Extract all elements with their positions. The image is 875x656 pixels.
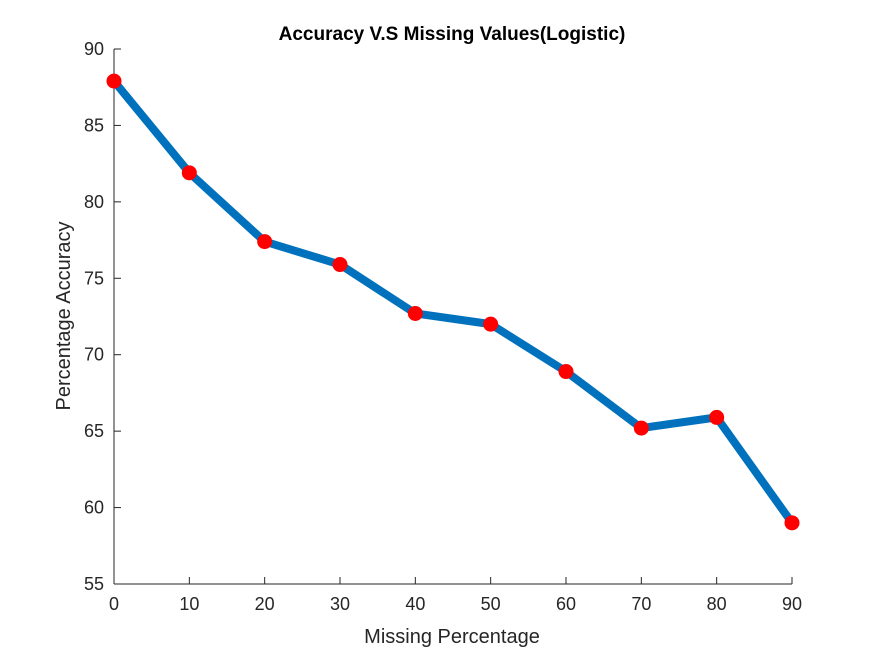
data-point-marker — [709, 409, 725, 425]
x-tick-label: 50 — [481, 594, 501, 614]
data-point-marker — [483, 316, 499, 332]
x-tick-label: 10 — [179, 594, 199, 614]
data-point-marker — [784, 515, 800, 531]
data-point-marker — [181, 165, 197, 181]
y-tick-label: 55 — [84, 574, 104, 594]
x-tick-label: 40 — [405, 594, 425, 614]
axes: 0 10 20 30 40 50 60 70 80 90 55 60 65 70 75 80 85 90 — [84, 39, 802, 614]
x-tick-label: 30 — [330, 594, 350, 614]
y-tick-label: 90 — [84, 39, 104, 59]
y-tick-label: 70 — [84, 345, 104, 365]
data-point-marker — [106, 73, 122, 89]
data-point-marker — [558, 364, 574, 380]
data-point-marker — [407, 305, 423, 321]
data-point-marker — [257, 234, 273, 250]
marker-layer — [106, 73, 800, 531]
x-tick-label: 20 — [255, 594, 275, 614]
y-tick-label: 80 — [84, 192, 104, 212]
x-tick-label: 70 — [631, 594, 651, 614]
x-tick-label: 80 — [707, 594, 727, 614]
y-tick-label: 75 — [84, 268, 104, 288]
y-tick-label: 60 — [84, 498, 104, 518]
y-axis-label: Percentage Accuracy — [53, 222, 75, 411]
y-tick-label: 65 — [84, 421, 104, 441]
chart-title: Accuracy V.S Missing Values(Logistic) — [279, 24, 626, 45]
x-tick-label: 60 — [556, 594, 576, 614]
x-tick-label: 0 — [109, 594, 119, 614]
data-point-marker — [633, 420, 649, 436]
x-axis-label: Missing Percentage — [364, 626, 540, 648]
y-tick-label: 85 — [84, 115, 104, 135]
series-layer — [110, 78, 796, 526]
data-point-marker — [332, 257, 348, 273]
series-line — [110, 78, 796, 526]
x-tick-label: 90 — [782, 594, 802, 614]
